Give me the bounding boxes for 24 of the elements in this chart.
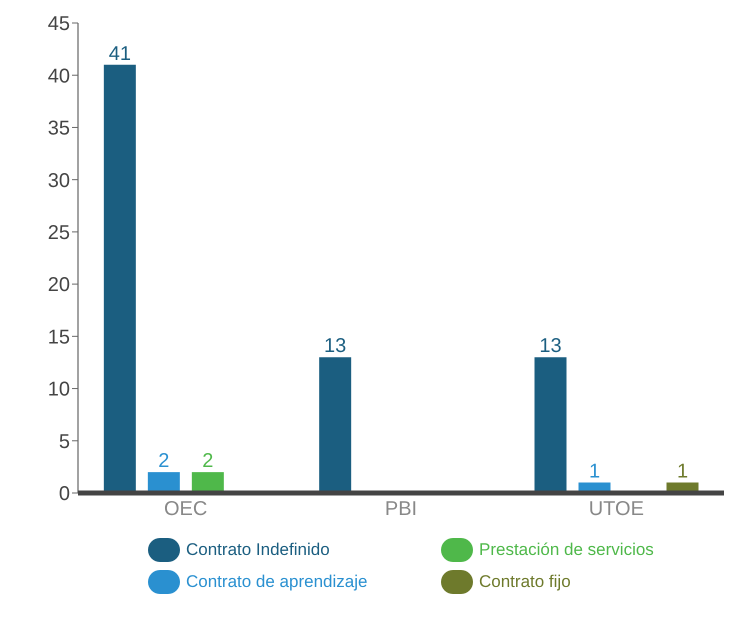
y-tick-label: 0 bbox=[58, 483, 70, 506]
y-tick-label: 45 bbox=[48, 13, 70, 36]
legend-label: Prestación de servicios bbox=[479, 540, 654, 560]
x-tick-label: UTOE bbox=[588, 498, 644, 520]
data-label: 41 bbox=[108, 42, 131, 65]
legend-label: Contrato Indefinido bbox=[186, 540, 330, 560]
y-tick-label: 30 bbox=[48, 170, 70, 192]
y-tick-label: 15 bbox=[48, 326, 70, 348]
data-label: 2 bbox=[158, 450, 170, 472]
legend-label: Contrato fijo bbox=[479, 572, 571, 592]
data-label: 13 bbox=[324, 335, 346, 358]
y-tick-label: 25 bbox=[48, 222, 70, 244]
y-tick-label: 5 bbox=[58, 430, 70, 453]
data-label: 1 bbox=[676, 460, 688, 483]
y-tick-label: 35 bbox=[48, 118, 70, 140]
data-label: 1 bbox=[588, 460, 600, 483]
data-label: 13 bbox=[539, 335, 562, 358]
data-label: 2 bbox=[202, 450, 214, 472]
x-tick-label: OEC bbox=[164, 498, 208, 520]
legend-label: Contrato de aprendizaje bbox=[186, 572, 368, 592]
y-tick-label: 20 bbox=[48, 274, 70, 296]
y-tick-label: 40 bbox=[48, 65, 70, 88]
x-tick-label: PBI bbox=[384, 498, 418, 520]
y-tick-label: 10 bbox=[48, 378, 70, 401]
